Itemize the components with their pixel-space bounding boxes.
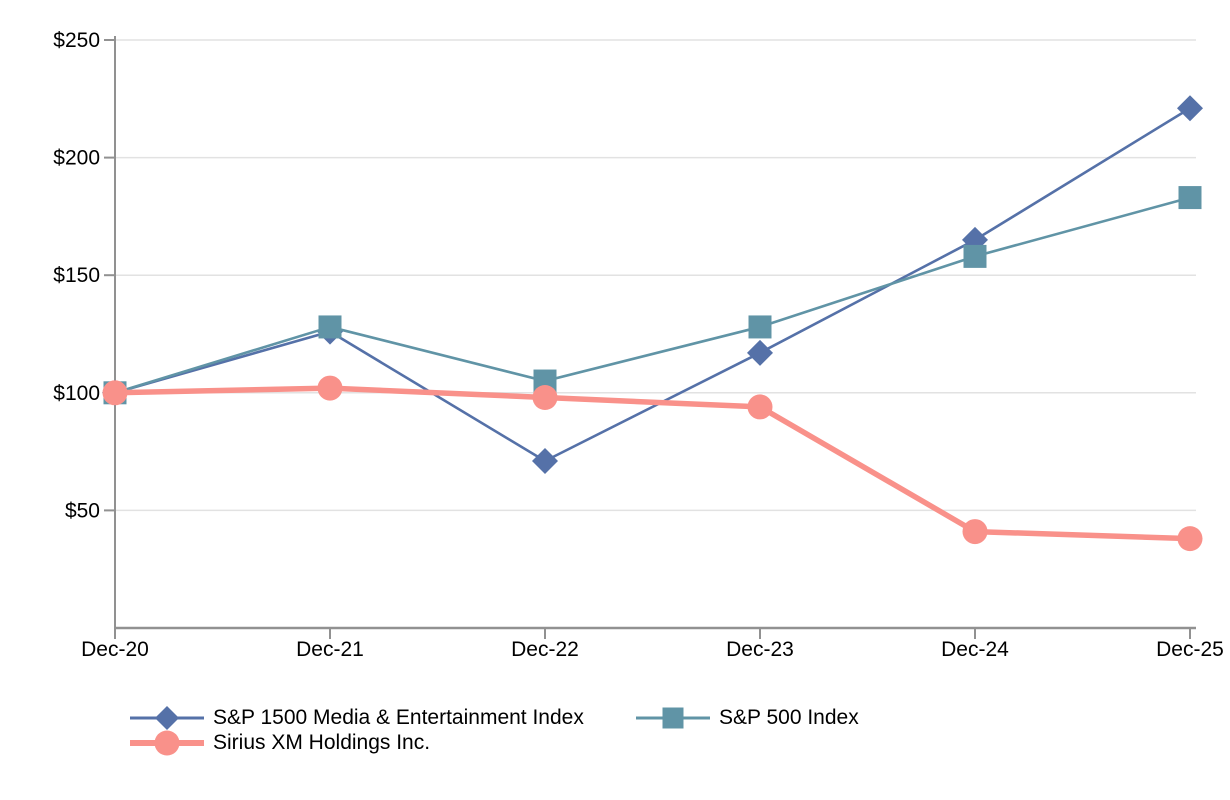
legend-label-s-p-1500-media-entertainment-index: S&P 1500 Media & Entertainment Index (213, 706, 584, 729)
y-axis-label-100: $100 (53, 382, 100, 405)
legend-swatch-s-p-1500-media-entertainment-index (130, 705, 204, 730)
series-line (113, 106, 1192, 463)
chart-legend: S&P 1500 Media & Entertainment Index S&P … (130, 705, 859, 755)
marker-s-p-500-index-dec-23 (748, 315, 772, 339)
marker-s-p-500-index-dec-25 (1178, 186, 1202, 210)
x-axis-label-dec-23: Dec-23 (726, 638, 794, 661)
x-axis-label-dec-24: Dec-24 (941, 638, 1009, 661)
legend-label-sirius-xm-holdings-inc: Sirius XM Holdings Inc. (213, 731, 431, 754)
series-sirius-xm-holdings-inc (102, 375, 1203, 552)
marker-s-p-1500-media-entertainment-index-dec-23 (747, 339, 773, 366)
y-axis-label-150: $150 (53, 264, 100, 287)
x-axis-label-dec-22: Dec-22 (511, 638, 579, 661)
circle-icon (154, 730, 180, 755)
series-s-p-500-index (103, 186, 1202, 405)
x-axis-label-dec-25: Dec-25 (1156, 638, 1224, 661)
marker-s-p-500-index-dec-21 (318, 315, 342, 339)
marker-sirius-xm-holdings-inc-dec-21 (317, 375, 343, 401)
marker-sirius-xm-holdings-inc-dec-22 (532, 385, 558, 411)
y-axis-label-200: $200 (53, 147, 100, 170)
marker-sirius-xm-holdings-inc-dec-25 (1177, 526, 1203, 552)
series-line (113, 196, 1192, 395)
marker-sirius-xm-holdings-inc-dec-23 (747, 394, 773, 420)
square-icon (662, 707, 684, 728)
series-line (112, 385, 1193, 542)
x-axis-label-dec-20: Dec-20 (81, 638, 149, 661)
legend-swatch-sirius-xm-holdings-inc (130, 730, 204, 755)
legend-item-s-p-1500-media-entertainment-index: S&P 1500 Media & Entertainment Index (130, 705, 636, 730)
series-s-p-1500-media-entertainment-index (102, 95, 1203, 475)
y-axis-label-250: $250 (53, 29, 100, 52)
legend-item-sirius-xm-holdings-inc: Sirius XM Holdings Inc. (130, 730, 636, 755)
marker-sirius-xm-holdings-inc-dec-24 (962, 519, 988, 545)
legend-swatch-s-p-500-index (636, 705, 710, 730)
legend-label-s-p-500-index: S&P 500 Index (719, 706, 859, 729)
diamond-icon (154, 705, 180, 730)
legend-item-s-p-500-index: S&P 500 Index (636, 705, 859, 730)
y-axis-label-50: $50 (65, 499, 100, 522)
x-axis-label-dec-21: Dec-21 (296, 638, 364, 661)
marker-sirius-xm-holdings-inc-dec-20 (102, 380, 128, 406)
marker-s-p-500-index-dec-24 (963, 244, 987, 268)
marker-s-p-1500-media-entertainment-index-dec-25 (1177, 95, 1203, 122)
marker-s-p-1500-media-entertainment-index-dec-22 (532, 448, 558, 475)
